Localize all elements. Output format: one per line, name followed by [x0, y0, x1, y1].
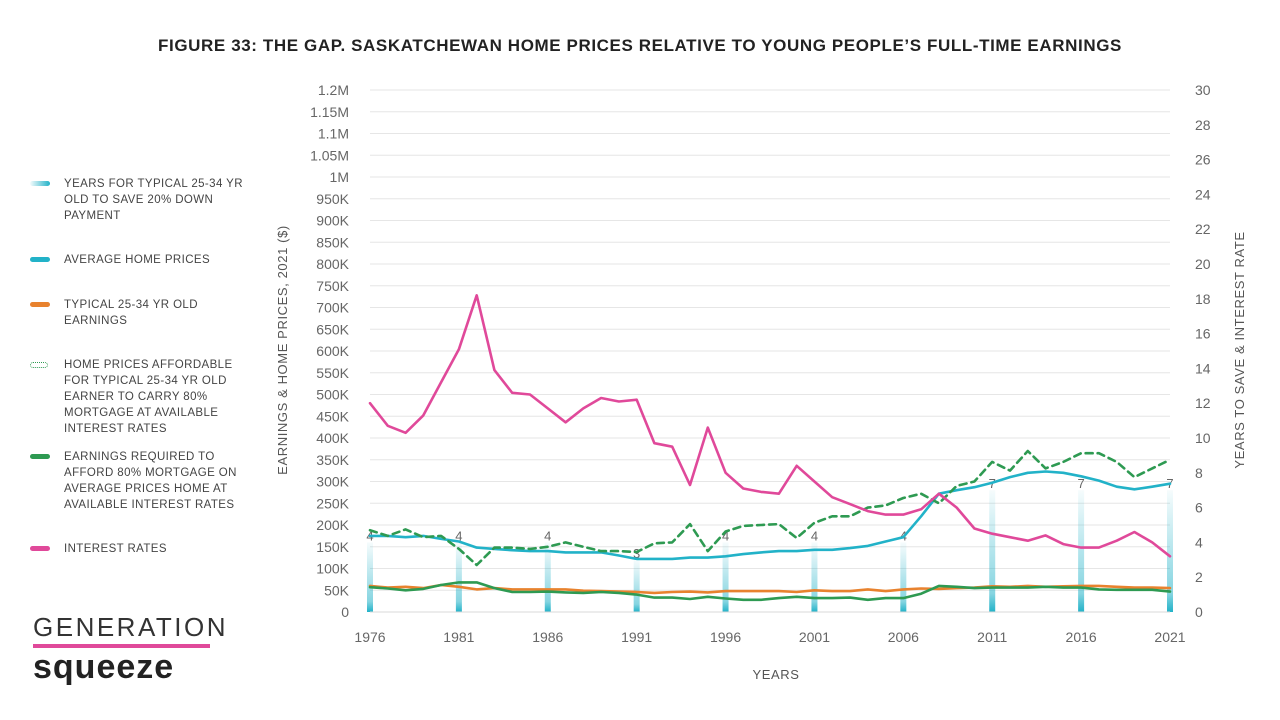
- y-left-tick-label: 600K: [316, 343, 349, 359]
- legend-swatch-line: [30, 302, 50, 307]
- y-left-tick-label: 0: [341, 604, 349, 620]
- y-left-tick-label: 1.15M: [310, 104, 349, 120]
- years-to-save-bar: [900, 542, 907, 612]
- legend-swatch-gradient-bar: [30, 181, 50, 186]
- bar-data-label: 7: [1077, 476, 1084, 491]
- y-left-tick-label: 800K: [316, 256, 349, 272]
- brand-logo: GENERATION squeeze: [33, 612, 228, 686]
- legend-swatch-dashed-line: [30, 362, 48, 368]
- grid: [370, 89, 1170, 591]
- legend-swatch-line: [30, 454, 50, 459]
- years-to-save-bar: [544, 542, 551, 612]
- series-lines: [368, 293, 1172, 602]
- legend-label: INTEREST RATES: [64, 543, 167, 555]
- y-left-tick-label: 150K: [316, 539, 349, 555]
- bar-data-label: 4: [455, 528, 462, 543]
- years-to-save-bar: [1167, 490, 1173, 612]
- y-left-tick-label: 50K: [324, 582, 350, 598]
- x-tick-label: 1986: [532, 629, 563, 645]
- legend-swatch-line: [30, 546, 50, 551]
- bar-data-label: 3: [633, 546, 640, 561]
- y-left-tick-label: 350K: [316, 452, 349, 468]
- y-right-tick-label: 24: [1195, 186, 1211, 202]
- years-to-save-bar: [455, 542, 462, 612]
- x-tick-label: 2001: [799, 629, 830, 645]
- bar-data-label: 4: [722, 528, 729, 543]
- y-left-tick-label: 1M: [330, 169, 349, 185]
- x-axis-title: YEARS: [752, 667, 799, 682]
- x-tick-label: 1976: [354, 629, 385, 645]
- y-right-tick-label: 12: [1195, 395, 1211, 411]
- y-right-tick-label: 14: [1195, 360, 1211, 376]
- legend-label: AVERAGE HOME PRICES: [64, 254, 211, 266]
- y-right-tick-label: 8: [1195, 465, 1203, 481]
- y-left-tick-label: 400K: [316, 430, 349, 446]
- y-left-tick-label: 100K: [316, 561, 349, 577]
- y-axis-right-title: YEARS TO SAVE & INTEREST RATE: [1232, 231, 1247, 468]
- earnings-required-line: [368, 581, 1172, 602]
- axes: 0 50K 100K 150K 200K 250K 300K 350K 400K 450K 500K…: [310, 82, 1211, 645]
- y-left-tick-label: 500K: [316, 387, 349, 403]
- y-left-tick-label: 1.05M: [310, 147, 349, 163]
- y-right-tick-label: 22: [1195, 221, 1211, 237]
- x-tick-label: 2011: [977, 629, 1007, 645]
- bar-data-label: 4: [544, 528, 551, 543]
- years-to-save-bar: [367, 542, 373, 612]
- brand-logo-top: GENERATION: [33, 612, 228, 642]
- chart-title: FIGURE 33: THE GAP. SASKATCHEWAN HOME PR…: [158, 36, 1122, 55]
- y-left-tick-label: 200K: [316, 517, 349, 533]
- average-home-prices-line: [368, 470, 1172, 561]
- y-left-tick-label: 1.2M: [318, 82, 349, 98]
- years-to-save-bar: [633, 559, 640, 612]
- x-tick-label: 1991: [621, 629, 652, 645]
- y-left-tick-label: 550K: [316, 365, 349, 381]
- y-left-tick-label: 1.1M: [318, 126, 349, 142]
- y-right-tick-label: 28: [1195, 117, 1211, 133]
- y-right-tick-label: 0: [1195, 604, 1203, 620]
- legend-swatch-line: [30, 257, 50, 262]
- y-right-tick-label: 20: [1195, 256, 1211, 272]
- interest-rates-line: [368, 293, 1172, 558]
- years-to-save-bar: [1078, 490, 1085, 612]
- y-left-tick-label: 900K: [316, 213, 349, 229]
- x-tick-label: 2006: [888, 629, 919, 645]
- y-right-tick-label: 16: [1195, 326, 1211, 342]
- y-left-tick-label: 950K: [316, 191, 349, 207]
- y-right-tick-label: 30: [1195, 82, 1211, 98]
- legend-label: HOME PRICES AFFORDABLE FOR TYPICAL 25-34…: [64, 359, 233, 435]
- bar-data-label: 4: [811, 528, 818, 543]
- y-left-tick-label: 300K: [316, 474, 349, 490]
- y-left-tick-label: 650K: [316, 321, 349, 337]
- y-right-tick-label: 10: [1195, 430, 1211, 446]
- x-tick-label: 1996: [710, 629, 741, 645]
- y-right-tick-label: 18: [1195, 291, 1211, 307]
- y-left-tick-label: 250K: [316, 495, 349, 511]
- years-to-save-bar: [722, 542, 729, 612]
- brand-logo-bottom: squeeze: [33, 648, 175, 686]
- legend-label: EARNINGS REQUIRED TO AFFORD 80% MORTGAGE…: [64, 451, 237, 511]
- brand-logo-bar: [33, 644, 210, 648]
- y-left-tick-label: 850K: [316, 234, 349, 250]
- y-right-tick-label: 2: [1195, 569, 1203, 585]
- years-to-save-bar: [989, 490, 996, 612]
- y-right-tick-label: 6: [1195, 500, 1203, 516]
- x-tick-label: 2016: [1066, 629, 1097, 645]
- legend-label: YEARS FOR TYPICAL 25-34 YR OLD TO SAVE 2…: [64, 178, 243, 222]
- y-left-tick-label: 750K: [316, 278, 349, 294]
- y-left-tick-label: 450K: [316, 408, 349, 424]
- x-tick-label: 1981: [443, 629, 474, 645]
- y-right-tick-label: 4: [1195, 534, 1203, 550]
- x-tick-label: 2021: [1154, 629, 1185, 645]
- affordable-home-prices-line: [368, 449, 1172, 567]
- y-left-tick-label: 700K: [316, 300, 349, 316]
- y-axis-left-title: EARNINGS & HOME PRICES, 2021 ($): [275, 225, 290, 475]
- y-right-tick-label: 26: [1195, 152, 1211, 168]
- legend-label: TYPICAL 25-34 YR OLD EARNINGS: [64, 299, 198, 327]
- years-to-save-bar: [811, 542, 818, 612]
